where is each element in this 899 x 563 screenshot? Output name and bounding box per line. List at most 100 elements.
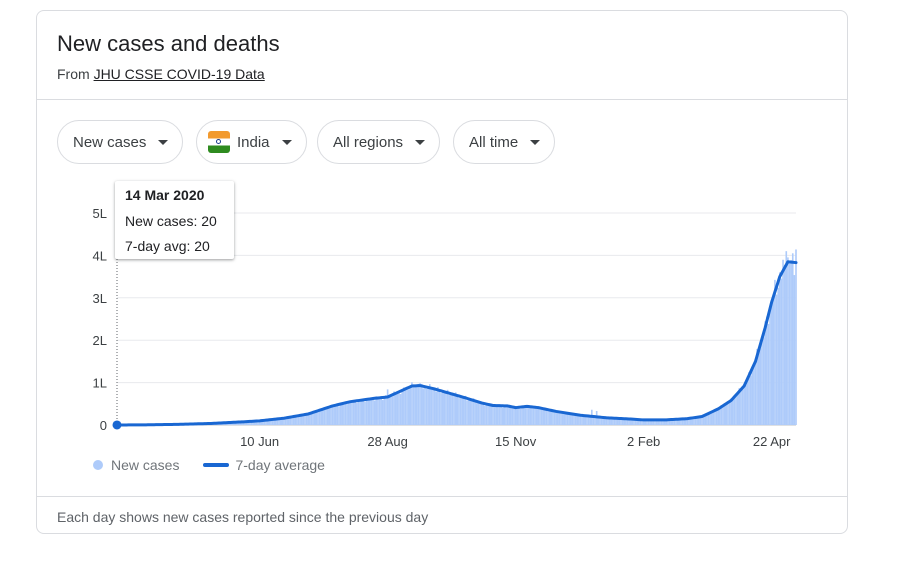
new-cases-bar	[279, 418, 282, 425]
new-cases-bar	[791, 253, 794, 425]
new-cases-bar	[719, 408, 721, 425]
new-cases-bar	[383, 397, 386, 425]
period-dropdown[interactable]: All time	[453, 120, 556, 164]
new-cases-bar	[746, 376, 749, 425]
new-cases-bar	[571, 414, 574, 425]
metric-label: New cases	[73, 133, 147, 151]
new-cases-bar	[565, 412, 567, 425]
new-cases-bar	[257, 420, 259, 425]
y-tick-label: 5L	[93, 206, 107, 221]
new-cases-bar	[312, 413, 314, 425]
new-cases-bar	[778, 272, 781, 425]
chevron-down-icon	[415, 139, 426, 145]
new-cases-bar	[582, 415, 585, 425]
new-cases-bar	[668, 419, 671, 425]
new-cases-bar	[459, 395, 462, 425]
new-cases-bar	[715, 409, 718, 425]
new-cases-bar	[597, 416, 600, 425]
x-tick-label: 15 Nov	[495, 434, 537, 449]
new-cases-bar	[603, 418, 606, 425]
new-cases-bar	[289, 417, 292, 425]
new-cases-bar	[670, 419, 673, 425]
new-cases-bar	[521, 406, 523, 425]
new-cases-bar	[390, 396, 392, 425]
new-cases-bar	[270, 419, 272, 425]
new-cases-bar	[263, 420, 266, 425]
new-cases-bar	[672, 419, 674, 425]
legend-line-swatch	[203, 463, 230, 467]
chevron-down-icon	[158, 139, 169, 145]
new-cases-bar	[462, 396, 465, 425]
legend-bars-swatch	[93, 460, 103, 470]
new-cases-bar	[411, 382, 413, 425]
new-cases-bar	[394, 393, 397, 425]
new-cases-bar	[518, 407, 520, 425]
new-cases-bar	[315, 411, 318, 425]
new-cases-bar	[506, 406, 509, 425]
new-cases-bar	[484, 405, 486, 425]
new-cases-bar	[659, 419, 661, 425]
new-cases-bar	[540, 407, 543, 425]
country-dropdown[interactable]: India	[196, 120, 307, 164]
new-cases-bar	[532, 407, 535, 425]
x-tick-label: 28 Aug	[367, 434, 408, 449]
new-cases-bar	[691, 418, 694, 425]
new-cases-bar	[372, 399, 374, 425]
new-cases-bar	[409, 388, 412, 425]
new-cases-bar	[544, 408, 546, 425]
new-cases-bar	[424, 385, 426, 425]
new-cases-bar	[616, 418, 619, 425]
new-cases-bar	[644, 419, 647, 425]
new-cases-bar	[694, 416, 697, 425]
new-cases-bar	[236, 422, 238, 425]
new-cases-bar	[736, 394, 739, 425]
new-cases-bar	[313, 411, 316, 425]
new-cases-bar	[250, 421, 253, 425]
new-cases-bar	[338, 406, 340, 425]
tooltip-avg: 7-day avg: 20	[125, 238, 210, 254]
new-cases-bar	[756, 348, 758, 425]
new-cases-bar	[443, 393, 446, 425]
new-cases-bar	[744, 385, 747, 425]
new-cases-bar	[268, 419, 271, 425]
new-cases-bar	[693, 417, 695, 425]
new-cases-bar	[349, 400, 352, 425]
new-cases-bar	[466, 400, 468, 425]
new-cases-bar	[688, 418, 690, 425]
new-cases-bar	[286, 417, 288, 425]
tooltip-date: 14 Mar 2020	[125, 187, 205, 203]
new-cases-bar	[579, 415, 582, 425]
chevron-down-icon	[530, 139, 541, 145]
new-cases-bar	[600, 416, 603, 425]
card-title: New cases and deaths	[57, 31, 280, 56]
new-cases-bar	[626, 418, 629, 425]
new-cases-bar	[740, 389, 742, 425]
new-cases-bar	[584, 415, 587, 425]
new-cases-bar	[683, 419, 685, 425]
new-cases-bar	[513, 406, 515, 425]
new-cases-bar	[474, 401, 476, 425]
new-cases-bar	[527, 408, 530, 425]
new-cases-bar	[576, 414, 579, 425]
metric-dropdown[interactable]: New cases	[57, 120, 184, 164]
new-cases-bar	[438, 389, 441, 425]
new-cases-bar	[450, 394, 452, 425]
source-link[interactable]: JHU CSSE COVID-19 Data	[93, 66, 265, 82]
region-dropdown[interactable]: All regions	[317, 120, 441, 164]
legend-bars-label: New cases	[111, 457, 180, 473]
new-cases-bar	[706, 414, 708, 425]
new-cases-bar	[341, 403, 344, 425]
cases-chart[interactable]: 0 1L 2L 3L 4L 5L 10 Jun 28 Aug 15 Nov 2 Feb 22 Apr	[37, 11, 847, 471]
new-cases-bar	[629, 419, 632, 425]
india-flag-icon	[208, 131, 230, 153]
new-cases-bar	[309, 412, 311, 425]
new-cases-bar	[509, 407, 512, 425]
new-cases-bar	[678, 419, 681, 425]
new-cases-bar	[783, 265, 786, 425]
new-cases-bar	[727, 404, 729, 425]
new-cases-bar	[741, 389, 744, 425]
tooltip-new-cases: New cases: 20	[125, 213, 217, 229]
new-cases-bar	[605, 417, 608, 425]
new-cases-bar	[318, 409, 321, 425]
new-cases-bar	[561, 412, 564, 425]
